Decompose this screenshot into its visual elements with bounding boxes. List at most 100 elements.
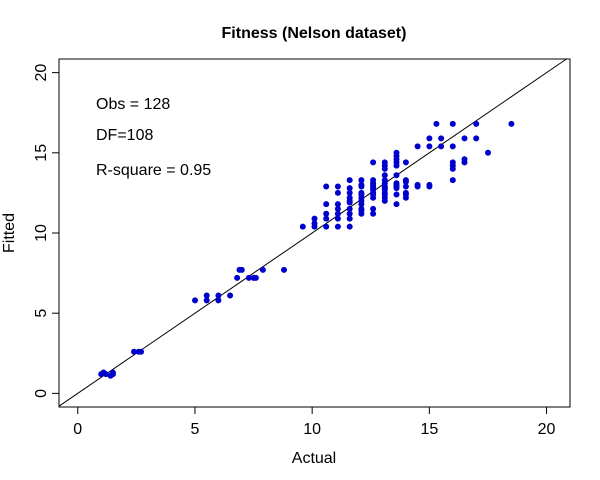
- data-point: [334, 223, 341, 230]
- data-point: [323, 183, 330, 190]
- data-point: [358, 207, 365, 214]
- x-tick-label: 0: [73, 421, 82, 438]
- data-point: [311, 220, 318, 227]
- data-point: [461, 135, 468, 142]
- data-point: [370, 205, 377, 212]
- data-point: [234, 274, 241, 281]
- data-point: [358, 177, 365, 184]
- x-tick-label: 10: [303, 421, 321, 438]
- data-point: [215, 297, 222, 304]
- data-point: [346, 185, 353, 192]
- data-point: [402, 178, 409, 185]
- data-point: [473, 120, 480, 127]
- data-point: [259, 266, 266, 273]
- data-point: [381, 185, 388, 192]
- x-tick-label: 5: [191, 421, 200, 438]
- annotation-rsquare: R-square = 0.95: [96, 162, 211, 179]
- chart-title: Fitness (Nelson dataset): [222, 25, 407, 42]
- data-point: [346, 205, 353, 212]
- data-point: [426, 143, 433, 150]
- data-point: [334, 201, 341, 208]
- y-tick-label: 15: [33, 144, 50, 162]
- data-point: [346, 223, 353, 230]
- data-point: [449, 120, 456, 127]
- data-point: [370, 210, 377, 217]
- data-point: [381, 172, 388, 179]
- data-point: [334, 205, 341, 212]
- data-point: [358, 201, 365, 208]
- data-point: [449, 165, 456, 172]
- data-point: [203, 297, 210, 304]
- data-point: [252, 274, 259, 281]
- data-point: [238, 266, 245, 273]
- data-point: [402, 191, 409, 198]
- y-tick-label: 0: [33, 389, 50, 398]
- data-point: [393, 201, 400, 208]
- data-point: [426, 181, 433, 188]
- data-point: [508, 120, 515, 127]
- data-point: [192, 297, 198, 304]
- data-point: [381, 177, 388, 184]
- data-point: [449, 177, 456, 184]
- data-point: [393, 191, 400, 198]
- data-points: [98, 120, 515, 379]
- data-point: [346, 177, 353, 184]
- data-point: [102, 371, 109, 378]
- data-point: [370, 159, 377, 166]
- x-tick-label: 15: [420, 421, 438, 438]
- y-axis: 0 5 10 15 20: [33, 64, 59, 398]
- data-point: [109, 371, 116, 378]
- data-point: [358, 191, 365, 198]
- y-tick-label: 5: [33, 309, 50, 318]
- data-point: [393, 153, 400, 159]
- data-point: [449, 143, 456, 150]
- annotation-obs: Obs = 128: [96, 96, 170, 113]
- data-point: [215, 292, 222, 299]
- data-point: [461, 156, 468, 163]
- data-point: [131, 348, 137, 355]
- data-point: [381, 191, 388, 198]
- data-point: [334, 210, 341, 217]
- data-point: [393, 185, 400, 192]
- data-point: [473, 135, 480, 142]
- data-point: [346, 199, 353, 206]
- data-point: [414, 143, 421, 150]
- data-point: [393, 172, 400, 179]
- data-point: [334, 215, 341, 222]
- data-point: [381, 197, 388, 204]
- data-point: [346, 215, 353, 222]
- annotation-df: DF=108: [96, 127, 153, 144]
- data-point: [358, 181, 365, 188]
- data-point: [227, 292, 234, 299]
- data-point: [323, 210, 330, 217]
- data-point: [281, 266, 287, 273]
- data-point: [323, 223, 330, 230]
- data-point: [323, 215, 330, 222]
- x-axis-label: Actual: [292, 450, 336, 467]
- data-point: [346, 189, 353, 196]
- data-point: [426, 135, 433, 142]
- y-tick-label: 20: [33, 64, 50, 82]
- data-point: [438, 143, 445, 150]
- data-point: [323, 201, 330, 208]
- x-axis: 0 5 10 15 20: [73, 407, 556, 438]
- data-point: [138, 348, 144, 355]
- data-point: [393, 162, 400, 169]
- data-point: [334, 189, 341, 196]
- data-point: [311, 215, 318, 222]
- data-point: [402, 183, 409, 190]
- data-point: [334, 183, 341, 190]
- data-point: [381, 165, 388, 172]
- data-point: [370, 191, 377, 198]
- y-axis-label: Fitted: [1, 213, 18, 253]
- data-point: [485, 149, 491, 156]
- x-tick-label: 20: [538, 421, 556, 438]
- data-point: [346, 194, 353, 201]
- data-point: [299, 223, 306, 230]
- reference-line: [58, 58, 567, 407]
- data-point: [370, 185, 377, 192]
- data-point: [346, 210, 353, 217]
- data-point: [402, 159, 409, 166]
- data-point: [245, 274, 252, 281]
